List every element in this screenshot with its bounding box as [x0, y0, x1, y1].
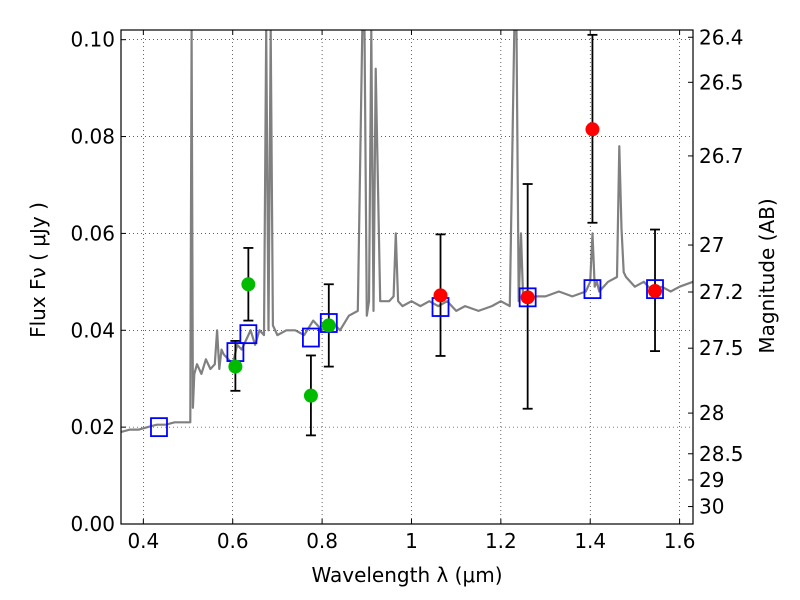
observed-flux-point — [433, 288, 448, 303]
y-tick-label: 0.08 — [70, 125, 115, 149]
x-tick-label: 0.8 — [306, 529, 338, 553]
magnitude-tick-label: 28.5 — [699, 442, 744, 466]
magnitude-tick-label: 27.2 — [699, 280, 744, 304]
x-tick-label: 1.6 — [664, 529, 696, 553]
y-axis-right-label: Magnitude (AB) — [755, 198, 779, 353]
gridlines — [121, 30, 693, 525]
model-flux-square — [302, 327, 320, 348]
magnitude-tick-label: 26.7 — [699, 144, 744, 168]
observed-flux-point — [228, 359, 243, 374]
x-tick-label: 0.4 — [127, 529, 159, 553]
plot-frame — [120, 29, 694, 525]
model-flux-square — [150, 417, 168, 438]
y-tick-label: 0.02 — [70, 415, 115, 439]
observed-flux-point — [585, 122, 600, 137]
x-tick-label: 1.2 — [485, 529, 517, 553]
magnitude-tick-label: 27.5 — [699, 336, 744, 360]
x-axis-label: Wavelength λ (μm) — [311, 563, 502, 587]
axis-ticks: 0.4 0.6 0.8 1 1.2 1.4 1.6 0.00 0.02 0.04 0.06 0.08 0… — [70, 25, 743, 553]
magnitude-tick-label: 28 — [699, 401, 724, 425]
y-tick-label: 0.10 — [70, 28, 115, 52]
observed-flux-point — [648, 284, 663, 299]
observed-flux-point — [241, 277, 256, 292]
y-tick-label: 0.04 — [70, 318, 115, 342]
magnitude-tick-label: 26.4 — [699, 25, 744, 49]
plot-area — [121, 30, 693, 438]
magnitude-tick-label: 29 — [699, 468, 724, 492]
model-flux-square — [239, 324, 258, 345]
x-tick-label: 1 — [405, 529, 418, 553]
observed-flux-point — [303, 388, 318, 403]
model-flux-square — [583, 279, 602, 300]
x-tick-label: 0.6 — [217, 529, 249, 553]
magnitude-tick-label: 30 — [699, 495, 724, 519]
spectrum-line — [121, 30, 693, 434]
y-axis-label: Flux Fν ( μJy ) — [26, 202, 50, 338]
model-flux-square — [646, 279, 664, 300]
magnitude-tick-label: 26.5 — [699, 70, 744, 94]
x-tick-label: 1.4 — [574, 529, 606, 553]
y-tick-label: 0.00 — [70, 512, 115, 536]
y-tick-label: 0.06 — [70, 221, 115, 245]
magnitude-tick-label: 27 — [699, 233, 724, 257]
observed-flux-point — [520, 290, 535, 305]
observed-flux-point — [321, 318, 336, 333]
model-flux-square — [518, 287, 537, 308]
